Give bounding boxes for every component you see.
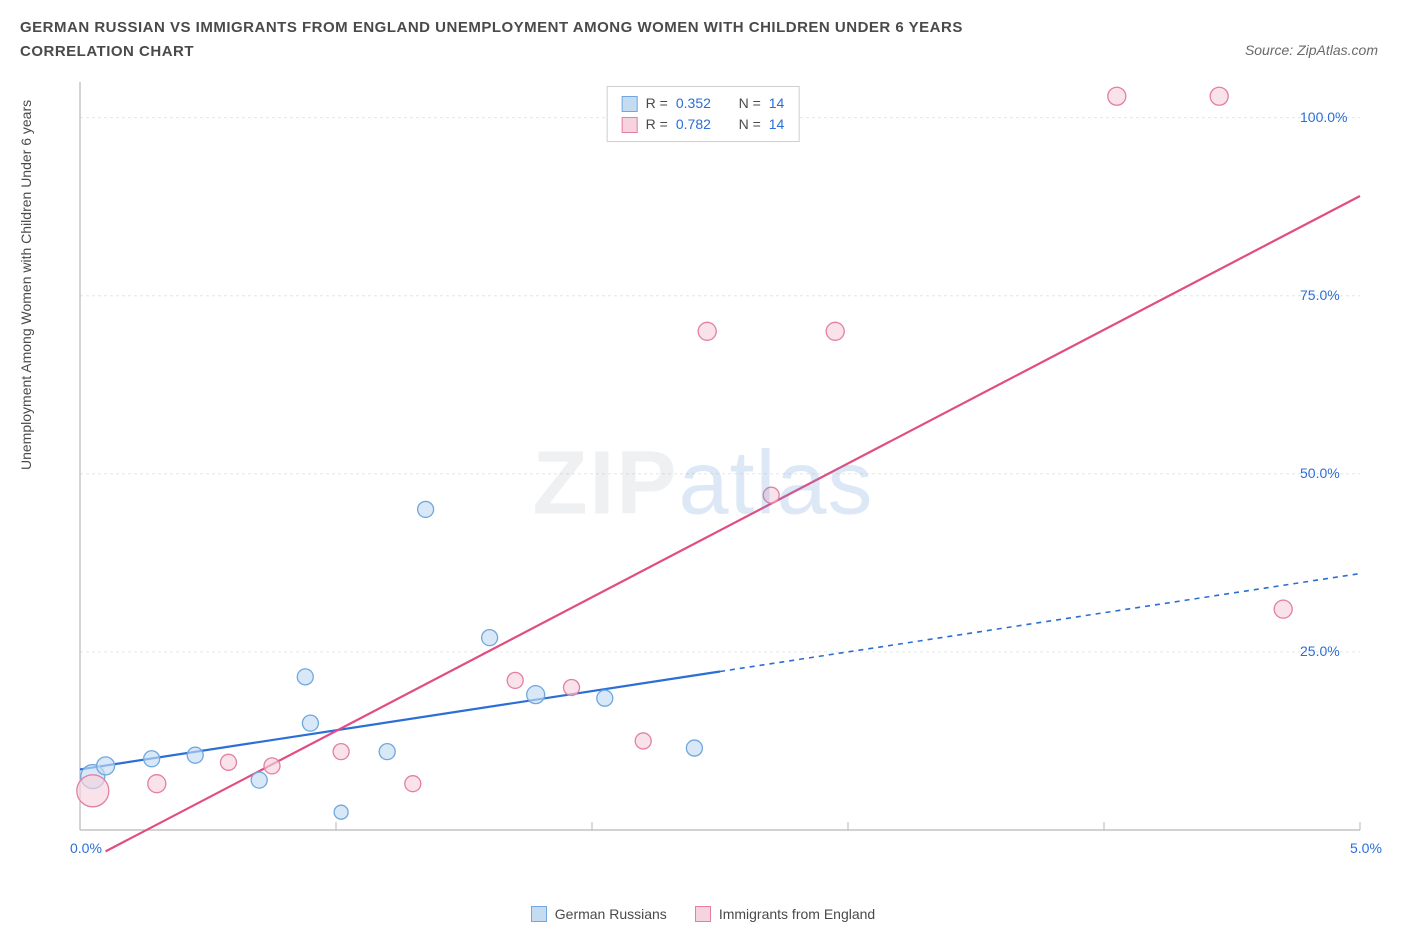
x-tick-label: 5.0%	[1350, 840, 1382, 856]
legend-r-label: R =	[646, 114, 668, 135]
legend-r-value: 0.352	[676, 93, 711, 114]
legend-n-value: 14	[769, 93, 785, 114]
legend-n-value: 14	[769, 114, 785, 135]
legend-label: Immigrants from England	[719, 906, 875, 922]
legend-swatch	[531, 906, 547, 922]
legend-item: Immigrants from England	[695, 906, 875, 922]
y-tick-label: 75.0%	[1300, 287, 1340, 303]
legend-swatch	[695, 906, 711, 922]
legend-series: German Russians Immigrants from England	[0, 906, 1406, 922]
legend-row: R = 0.352 N = 14	[622, 93, 785, 114]
legend-n-label: N =	[739, 93, 761, 114]
y-axis-label: Unemployment Among Women with Children U…	[18, 100, 34, 470]
y-tick-label: 25.0%	[1300, 643, 1340, 659]
y-tick-label: 50.0%	[1300, 465, 1340, 481]
y-tick-label: 100.0%	[1300, 109, 1347, 125]
source-attribution: Source: ZipAtlas.com	[1245, 42, 1378, 58]
legend-correlation: R = 0.352 N = 14R = 0.782 N = 14	[607, 86, 800, 142]
x-tick-label: 0.0%	[70, 840, 102, 856]
title-block: GERMAN RUSSIAN VS IMMIGRANTS FROM ENGLAN…	[0, 0, 1406, 64]
legend-r-label: R =	[646, 93, 668, 114]
legend-swatch	[622, 117, 638, 133]
legend-label: German Russians	[555, 906, 667, 922]
legend-item: German Russians	[531, 906, 667, 922]
chart-title-line1: GERMAN RUSSIAN VS IMMIGRANTS FROM ENGLAN…	[20, 16, 1386, 40]
legend-swatch	[622, 96, 638, 112]
scatter-chart	[62, 82, 1382, 862]
chart-area: 0.0% 5.0% 25.0% 50.0% 75.0% 100.0%	[62, 82, 1382, 862]
legend-n-label: N =	[739, 114, 761, 135]
legend-r-value: 0.782	[676, 114, 711, 135]
legend-row: R = 0.782 N = 14	[622, 114, 785, 135]
chart-title-line2: CORRELATION CHART	[20, 40, 1386, 64]
